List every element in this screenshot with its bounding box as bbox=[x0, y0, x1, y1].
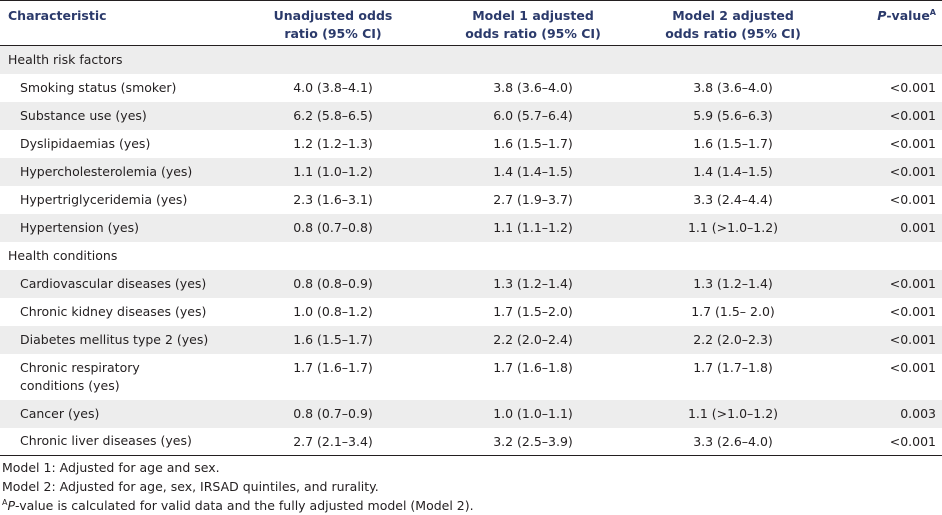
cell-unadjusted: 1.2 (1.2–1.3) bbox=[293, 136, 373, 151]
cell-p-value: <0.001 bbox=[833, 101, 942, 130]
row-label: Chronic kidney diseases (yes) bbox=[20, 303, 207, 319]
odds-ratio-table: Characteristic Unadjusted odds ratio (95%… bbox=[0, 0, 942, 456]
cell-model2: 3.3 (2.4–4.4) bbox=[693, 192, 773, 207]
cell-unadjusted: 2.3 (1.6–3.1) bbox=[293, 192, 373, 207]
cell-model1: 1.4 (1.4–1.5) bbox=[433, 157, 633, 186]
row-label: Dyslipidaemias (yes) bbox=[20, 135, 151, 151]
header-unadjusted: Unadjusted odds ratio (95% CI) bbox=[233, 0, 433, 46]
cell-p-value: <0.001 bbox=[889, 80, 936, 95]
cell-p-value: <0.001 bbox=[833, 157, 942, 186]
cell-unadjusted: 6.2 (5.8–6.5) bbox=[233, 101, 433, 130]
table-row: Hypertension (yes) 0.8 (0.7–0.8) 1.1 (1.… bbox=[0, 213, 942, 242]
table-row: Chronic respiratory conditions (yes) 1.7 … bbox=[0, 354, 942, 400]
cell-model1: 1.7 (1.6–1.8) bbox=[493, 359, 573, 375]
cell-unadjusted: 0.8 (0.8–0.9) bbox=[233, 269, 433, 298]
table-row: Cardiovascular diseases (yes) 0.8 (0.8–0… bbox=[0, 269, 942, 298]
cell-model2: 3.8 (3.6–4.0) bbox=[693, 80, 773, 95]
section-row-health-risk-factors: Health risk factors bbox=[0, 45, 942, 74]
row-label: Smoking status (smoker) bbox=[20, 79, 177, 95]
row-label: Chronic liver diseases (yes) bbox=[0, 427, 233, 456]
cell-model1: 1.1 (1.1–1.2) bbox=[433, 213, 633, 242]
table-row: Chronic liver diseases (yes) 2.7 (2.1–3.… bbox=[0, 427, 942, 456]
cell-p-value: <0.001 bbox=[889, 359, 936, 375]
section-label: Health conditions bbox=[8, 248, 118, 263]
row-label: Cardiovascular diseases (yes) bbox=[0, 269, 233, 298]
table-row: Substance use (yes) 6.2 (5.8–6.5) 6.0 (5… bbox=[0, 101, 942, 130]
table-row: Cancer (yes) 0.8 (0.7–0.9) 1.0 (1.0–1.1)… bbox=[0, 399, 942, 428]
cell-p-value: <0.001 bbox=[833, 269, 942, 298]
cell-unadjusted: 2.7 (2.1–3.4) bbox=[233, 427, 433, 456]
cell-model2: 5.9 (5.6–6.3) bbox=[633, 101, 833, 130]
cell-model1: 1.3 (1.2–1.4) bbox=[433, 269, 633, 298]
table-footnotes: Model 1: Adjusted for age and sex. Model… bbox=[0, 458, 942, 515]
cell-model2: 2.2 (2.0–2.3) bbox=[633, 325, 833, 354]
cell-p-value: <0.001 bbox=[833, 427, 942, 456]
cell-model1: 3.8 (3.6–4.0) bbox=[493, 80, 573, 95]
row-label: Diabetes mellitus type 2 (yes) bbox=[0, 325, 233, 354]
cell-unadjusted: 1.6 (1.5–1.7) bbox=[233, 325, 433, 354]
cell-unadjusted: 1.0 (0.8–1.2) bbox=[293, 304, 373, 319]
footnote-p-value: AP-value is calculated for valid data an… bbox=[2, 497, 474, 513]
cell-model2: 1.1 (>1.0–1.2) bbox=[633, 399, 833, 428]
footnote-model1: Model 1: Adjusted for age and sex. bbox=[2, 460, 220, 475]
section-label: Health risk factors bbox=[0, 45, 942, 74]
row-label: Chronic respiratory conditions (yes) bbox=[20, 359, 140, 393]
row-label: Hypercholesterolemia (yes) bbox=[0, 157, 233, 186]
row-label: Substance use (yes) bbox=[0, 101, 233, 130]
cell-p-value: 0.003 bbox=[833, 399, 942, 428]
cell-unadjusted: 4.0 (3.8–4.1) bbox=[293, 80, 373, 95]
row-label: Hypertriglyceridemia (yes) bbox=[20, 191, 188, 207]
cell-unadjusted: 1.7 (1.6–1.7) bbox=[293, 359, 373, 375]
cell-p-value: <0.001 bbox=[889, 136, 936, 151]
table-row: Diabetes mellitus type 2 (yes) 1.6 (1.5–… bbox=[0, 325, 942, 354]
cell-model1: 1.6 (1.5–1.7) bbox=[493, 136, 573, 151]
cell-model1: 6.0 (5.7–6.4) bbox=[433, 101, 633, 130]
table-row: Smoking status (smoker) 4.0 (3.8–4.1) 3.… bbox=[0, 74, 942, 102]
table-row: Dyslipidaemias (yes) 1.2 (1.2–1.3) 1.6 (… bbox=[0, 130, 942, 158]
table-row: Hypercholesterolemia (yes) 1.1 (1.0–1.2)… bbox=[0, 157, 942, 186]
cell-unadjusted: 0.8 (0.7–0.9) bbox=[233, 399, 433, 428]
cell-p-value: 0.001 bbox=[833, 213, 942, 242]
table-row: Chronic kidney diseases (yes) 1.0 (0.8–1… bbox=[0, 298, 942, 326]
table-row: Hypertriglyceridemia (yes) 2.3 (1.6–3.1)… bbox=[0, 186, 942, 214]
cell-model1: 1.0 (1.0–1.1) bbox=[433, 399, 633, 428]
header-model2: Model 2 adjusted odds ratio (95% CI) bbox=[633, 0, 833, 46]
cell-p-value: <0.001 bbox=[833, 325, 942, 354]
cell-model2: 3.3 (2.6–4.0) bbox=[633, 427, 833, 456]
cell-model2: 1.7 (1.5– 2.0) bbox=[691, 304, 775, 319]
cell-p-value: <0.001 bbox=[889, 192, 936, 207]
cell-model2: 1.1 (>1.0–1.2) bbox=[633, 213, 833, 242]
cell-unadjusted: 0.8 (0.7–0.8) bbox=[233, 213, 433, 242]
cell-model2: 1.6 (1.5–1.7) bbox=[693, 136, 773, 151]
header-model1: Model 1 adjusted odds ratio (95% CI) bbox=[433, 0, 633, 46]
cell-p-value: <0.001 bbox=[889, 304, 936, 319]
cell-model1: 3.2 (2.5–3.9) bbox=[433, 427, 633, 456]
header-p-value: P-valueA bbox=[833, 0, 942, 46]
table-header-row: Characteristic Unadjusted odds ratio (95%… bbox=[0, 0, 942, 46]
header-characteristic: Characteristic bbox=[0, 0, 233, 46]
cell-model1: 1.7 (1.5–2.0) bbox=[493, 304, 573, 319]
cell-unadjusted: 1.1 (1.0–1.2) bbox=[233, 157, 433, 186]
cell-model2: 1.3 (1.2–1.4) bbox=[633, 269, 833, 298]
row-label: Hypertension (yes) bbox=[0, 213, 233, 242]
cell-model2: 1.7 (1.7–1.8) bbox=[693, 359, 773, 375]
section-row-health-conditions: Health conditions bbox=[0, 242, 942, 270]
cell-model1: 2.7 (1.9–3.7) bbox=[493, 192, 573, 207]
footnote-model2: Model 2: Adjusted for age, sex, IRSAD qu… bbox=[2, 479, 379, 494]
cell-model1: 2.2 (2.0–2.4) bbox=[433, 325, 633, 354]
row-label: Cancer (yes) bbox=[0, 399, 233, 428]
cell-model2: 1.4 (1.4–1.5) bbox=[633, 157, 833, 186]
